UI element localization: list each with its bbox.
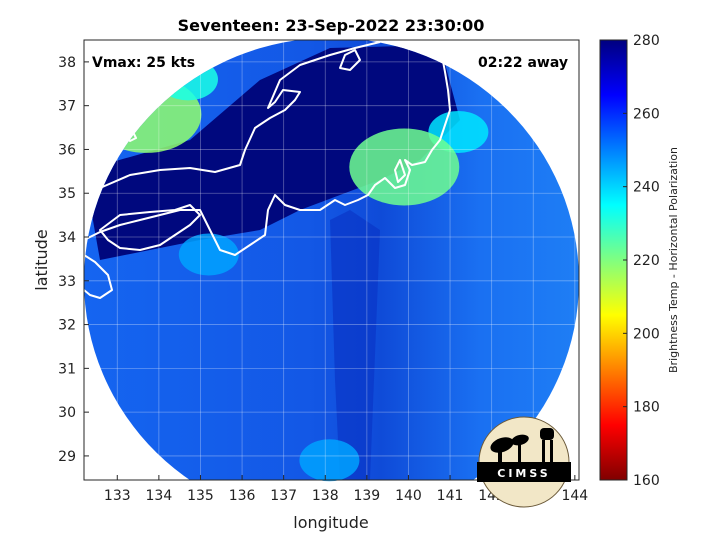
colorbar-tick-label: 160 (633, 473, 660, 489)
y-tick-label: 32 (58, 318, 76, 334)
x-tick-label: 138 (312, 488, 339, 504)
swath-patch (299, 439, 360, 482)
colorbar-tick-label: 280 (633, 33, 660, 49)
colorbar-gradient (599, 39, 628, 481)
coastline-shikoku (99, 204, 201, 251)
y-tick-label: 38 (58, 55, 76, 71)
grid-lines (84, 40, 579, 480)
coastline-honshu-pacific (84, 44, 451, 256)
colorbar-tick-label: 180 (633, 400, 660, 416)
colorbar-ticks: 160 180 200 220 240 260 280 (623, 33, 660, 489)
y-tick-label: 37 (58, 99, 76, 115)
x-tick-label: 144 (561, 488, 588, 504)
coastline-oki (126, 131, 137, 142)
x-tick-label: 141 (437, 488, 464, 504)
chart-title: Seventeen: 23-Sep-2022 23:30:00 (178, 16, 485, 35)
x-tick-label: 137 (270, 488, 297, 504)
y-tick-label: 36 (58, 142, 76, 158)
y-tick-label: 30 (58, 405, 76, 421)
cimss-logo: CIMSS (477, 416, 571, 508)
colorbar: 160 180 200 220 240 260 280 Brightness Temp - … (599, 33, 680, 489)
colorbar-tick-label: 240 (633, 180, 660, 196)
y-tick-label: 31 (58, 361, 76, 377)
y-tick-label: 35 (58, 186, 76, 202)
vmax-annotation: Vmax: 25 kts (92, 55, 195, 71)
y-tick-label: 29 (58, 449, 76, 465)
x-tick-label: 134 (146, 488, 173, 504)
cimss-logo-text: CIMSS (497, 467, 550, 480)
x-tick-label: 136 (229, 488, 256, 504)
y-tick-label: 33 (58, 274, 76, 290)
y-tick-label: 34 (58, 230, 76, 246)
colorbar-tick-label: 260 (633, 106, 660, 122)
coastline-izu (394, 159, 406, 183)
coastline-honshu-south (84, 41, 381, 196)
swath-cold-band (330, 210, 380, 480)
axes-frame (83, 39, 580, 481)
coastline-kyushu (84, 254, 113, 299)
x-axis-label: longitude (293, 513, 368, 532)
x-tick-label: 135 (187, 488, 214, 504)
colorbar-tick-label: 220 (633, 253, 660, 269)
time-away-annotation: 02:22 away (478, 55, 568, 71)
y-axis-ticks: 29 30 31 32 33 34 35 36 37 38 (58, 55, 89, 465)
coastline-sado (339, 49, 361, 71)
swath-patch (178, 233, 239, 276)
y-axis-label: latitude (32, 229, 51, 290)
coastlines (84, 41, 451, 299)
colorbar-label: Brightness Temp - Horizontal Polarizatio… (667, 147, 680, 373)
swath-cold-region (84, 45, 460, 260)
x-tick-label: 133 (104, 488, 131, 504)
x-tick-label: 139 (353, 488, 380, 504)
colorbar-tick-label: 200 (633, 326, 660, 342)
swath-patch (349, 128, 460, 206)
x-tick-label: 140 (395, 488, 422, 504)
